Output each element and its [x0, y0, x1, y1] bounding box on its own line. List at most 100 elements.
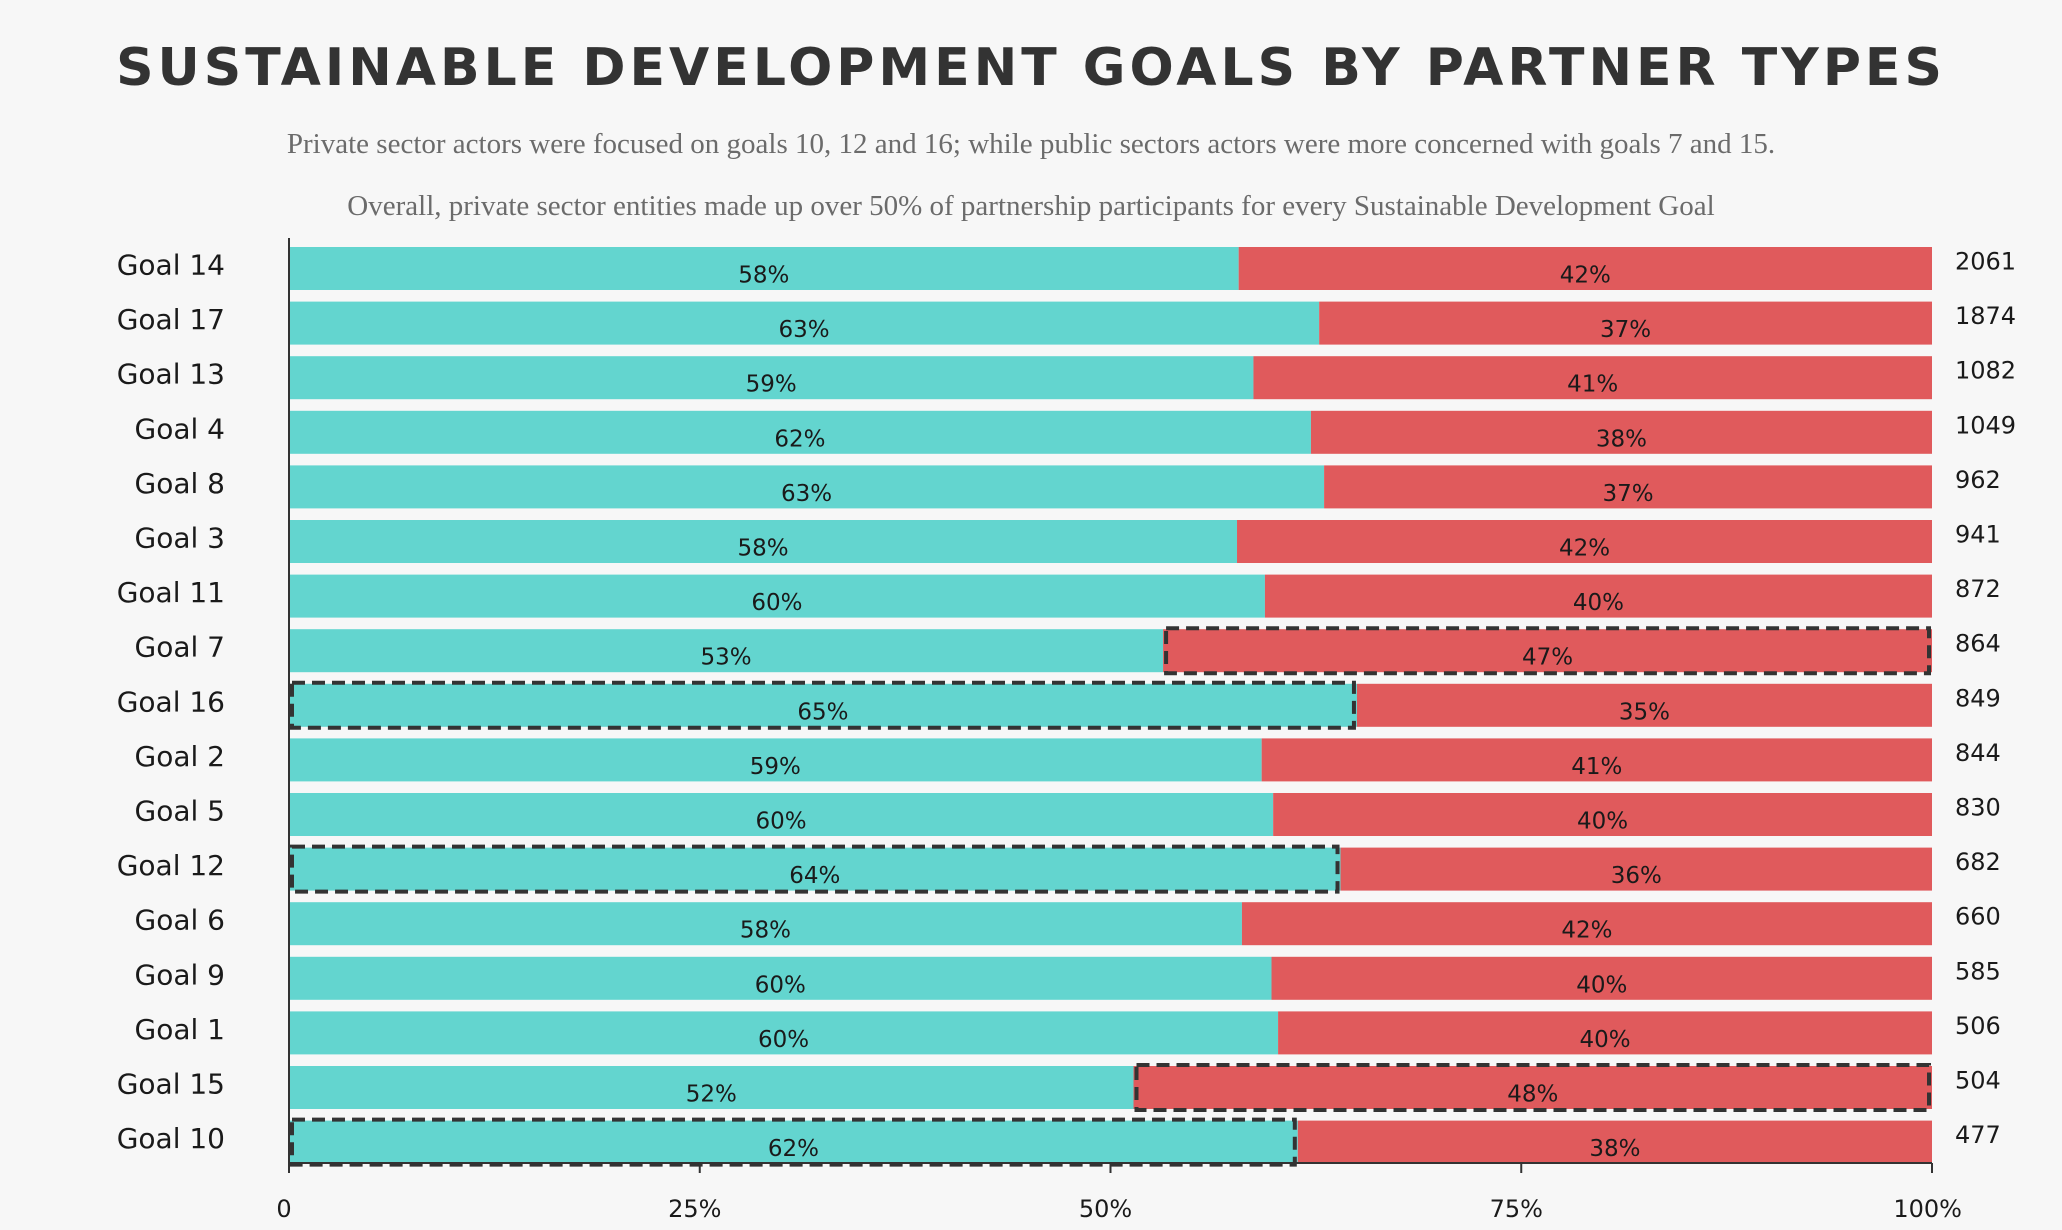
- total-label: 864: [1955, 630, 2001, 658]
- bar-value-label: 42%: [1561, 918, 1612, 944]
- category-label: Goal 17: [117, 303, 225, 336]
- bar-value-label: 59%: [746, 372, 797, 398]
- bar-value-label: 60%: [756, 809, 807, 835]
- bar-segment: [1319, 301, 1932, 345]
- bar-value-label: 42%: [1560, 263, 1611, 289]
- category-label: Goal 3: [135, 522, 225, 555]
- bar-value-label: 42%: [1559, 536, 1610, 562]
- bar-segment: [1340, 847, 1932, 891]
- bar-value-label: 38%: [1596, 426, 1647, 452]
- category-label: Goal 12: [117, 849, 225, 882]
- bar-segment: [289, 1066, 1134, 1109]
- bar-segment: [1261, 738, 1932, 782]
- bar-segment: [289, 902, 1242, 946]
- bar-value-label: 65%: [797, 699, 848, 725]
- bar-value-label: 63%: [779, 317, 830, 343]
- bar-value-label: 41%: [1571, 754, 1622, 780]
- bar-value-label: 62%: [768, 1136, 819, 1162]
- bar-segment: [1133, 1066, 1932, 1109]
- bar-value-label: 37%: [1600, 317, 1651, 343]
- bar-segment: [289, 247, 1239, 290]
- x-tick-label: 0: [276, 1195, 291, 1223]
- bar-segment: [1271, 956, 1932, 1000]
- total-label: 1874: [1955, 302, 2016, 330]
- bar-segment: [1241, 902, 1932, 946]
- bar-value-label: 36%: [1611, 863, 1662, 889]
- bar-segment: [1324, 465, 1932, 509]
- bar-value-label: 63%: [781, 481, 832, 507]
- category-label: Goal 13: [117, 358, 225, 391]
- bar-segment: [1237, 520, 1932, 563]
- category-label: Goal 8: [135, 467, 225, 500]
- category-label: Goal 1: [135, 1013, 225, 1046]
- bar-segment: [289, 465, 1325, 509]
- total-label: 941: [1955, 521, 2001, 549]
- bar-segment: [289, 356, 1254, 400]
- bar-segment: [289, 574, 1265, 618]
- bar-value-label: 40%: [1573, 590, 1624, 616]
- bar-segment: [289, 738, 1262, 782]
- bar-value-label: 52%: [686, 1082, 737, 1108]
- category-label: Goal 10: [117, 1122, 225, 1155]
- bar-value-label: 47%: [1522, 645, 1573, 671]
- total-label: 477: [1955, 1121, 2001, 1149]
- category-label: Goal 15: [117, 1068, 225, 1101]
- bar-segment: [289, 301, 1320, 345]
- bar-value-label: 48%: [1507, 1082, 1558, 1108]
- category-label: Goal 2: [135, 740, 225, 773]
- bar-value-label: 59%: [750, 754, 801, 780]
- category-label: Goal 11: [117, 576, 225, 609]
- bar-segment: [1163, 629, 1932, 673]
- category-label: Goal 9: [135, 958, 225, 991]
- bar-segment: [1264, 574, 1932, 618]
- total-label: 1049: [1955, 411, 2016, 439]
- highlight-outline: [290, 680, 1356, 730]
- bar-segment: [289, 629, 1164, 673]
- bar-value-label: 37%: [1602, 481, 1653, 507]
- bar-value-label: 38%: [1589, 1136, 1640, 1162]
- total-label: 506: [1955, 1012, 2001, 1040]
- bar-value-label: 60%: [755, 972, 806, 998]
- highlight-outline: [1134, 1063, 1931, 1112]
- total-label: 2061: [1955, 248, 2016, 276]
- bar-value-label: 53%: [700, 645, 751, 671]
- category-label: Goal 5: [135, 795, 225, 828]
- bar-value-label: 40%: [1576, 972, 1627, 998]
- total-label: 962: [1955, 466, 2001, 494]
- total-label: 585: [1955, 957, 2001, 985]
- highlight-outline: [1164, 626, 1932, 676]
- total-label: 830: [1955, 794, 2001, 822]
- total-label: 849: [1955, 684, 2001, 712]
- highlight-outline: [290, 844, 1340, 894]
- bar-segment: [1278, 1011, 1932, 1055]
- x-tick-label: 50%: [1079, 1195, 1132, 1223]
- total-label: 682: [1955, 848, 2001, 876]
- x-tick-label: 100%: [1893, 1195, 1962, 1223]
- bar-value-label: 58%: [738, 263, 789, 289]
- bar-value-label: 40%: [1577, 809, 1628, 835]
- category-label: Goal 4: [135, 412, 225, 445]
- bar-segment: [289, 1120, 1298, 1164]
- highlight-outline: [290, 1117, 1297, 1167]
- bar-segment: [1356, 683, 1932, 727]
- bar-segment: [1273, 793, 1932, 836]
- bar-value-label: 35%: [1619, 699, 1670, 725]
- total-label: 504: [1955, 1067, 2001, 1095]
- bar-value-label: 60%: [751, 590, 802, 616]
- bar-segment: [1253, 356, 1932, 400]
- bar-value-label: 41%: [1567, 372, 1618, 398]
- bar-value-label: 58%: [737, 536, 788, 562]
- total-label: 660: [1955, 903, 2001, 931]
- bar-segment: [289, 847, 1341, 891]
- bar-value-label: 62%: [774, 426, 825, 452]
- bar-segment: [289, 683, 1357, 727]
- bar-segment: [1310, 410, 1932, 454]
- x-tick-label: 75%: [1490, 1195, 1543, 1223]
- bar-segment: [289, 1011, 1279, 1055]
- bar-value-label: 40%: [1579, 1027, 1630, 1053]
- chart-subtitle-line-2: Overall, private sector entities made up…: [347, 190, 1715, 222]
- x-tick-label: 25%: [668, 1195, 721, 1223]
- bar-segment: [1297, 1120, 1932, 1164]
- bar-segment: [1238, 247, 1932, 290]
